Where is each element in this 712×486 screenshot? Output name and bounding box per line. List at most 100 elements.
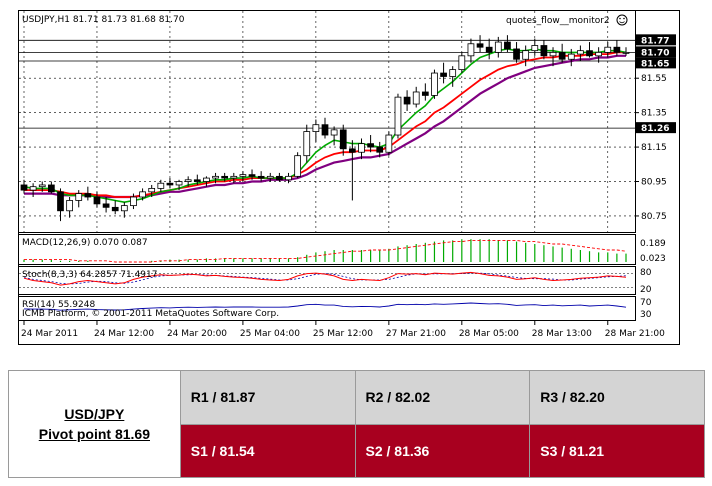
candle bbox=[385, 131, 393, 156]
resistance-row: USD/JPY Pivot point 81.69 R1 / 81.87 R2 … bbox=[8, 370, 705, 478]
candle-bull bbox=[157, 182, 165, 189]
candle-bear bbox=[586, 50, 593, 57]
price-tick-label: 80.75 bbox=[641, 212, 667, 222]
stoch-tick-80: 80 bbox=[640, 268, 652, 278]
price-level-badge: 81.65 bbox=[636, 57, 676, 69]
candle bbox=[440, 62, 447, 84]
candle-bull bbox=[567, 53, 575, 60]
pair-cell: USD/JPY Pivot point 81.69 bbox=[8, 370, 181, 478]
candle bbox=[348, 140, 356, 201]
candle-bear bbox=[339, 129, 347, 150]
candle bbox=[157, 179, 165, 192]
candle-bear bbox=[504, 41, 511, 50]
candle bbox=[130, 193, 137, 210]
candle bbox=[577, 45, 584, 61]
stoch-main-line bbox=[23, 271, 627, 286]
candle bbox=[431, 69, 438, 99]
rsi-panel bbox=[18, 296, 636, 321]
candle bbox=[120, 202, 128, 218]
candle bbox=[93, 191, 101, 208]
candle bbox=[212, 172, 219, 184]
r2-cell: R2 / 82.02 bbox=[354, 370, 531, 425]
time-axis: 24 Mar 2011 24 Mar 12:00 24 Mar 20:00 25 Ma… bbox=[21, 321, 665, 339]
candle bbox=[111, 200, 119, 215]
candle-bear bbox=[376, 146, 384, 153]
s2-cell: S2 / 81.36 bbox=[354, 423, 531, 478]
candle-bear bbox=[348, 148, 356, 153]
candle-bull bbox=[75, 193, 83, 201]
candle-bear bbox=[93, 196, 101, 205]
time-tick-label: 28 Mar 13:00 bbox=[532, 329, 592, 339]
candle bbox=[47, 181, 55, 194]
candle-bull bbox=[549, 51, 557, 57]
candle-bear bbox=[193, 179, 201, 182]
candle-bull bbox=[38, 184, 46, 188]
pivot-points-table: USD/JPY Pivot point 81.69 R1 / 81.87 R2 … bbox=[8, 370, 705, 478]
candle-bull bbox=[577, 50, 584, 55]
candle-bull bbox=[303, 131, 311, 157]
r3-cell: R3 / 82.20 bbox=[529, 370, 705, 425]
candle-bear bbox=[248, 174, 256, 177]
candle bbox=[193, 174, 201, 185]
stoch-panel bbox=[18, 266, 636, 295]
candle-bear bbox=[558, 51, 566, 60]
candle bbox=[513, 42, 520, 63]
candle-bull bbox=[531, 45, 539, 52]
price-level-bg bbox=[636, 46, 676, 58]
candle bbox=[504, 35, 511, 53]
candle bbox=[613, 40, 621, 56]
candle bbox=[567, 48, 575, 67]
candle-bull bbox=[130, 196, 137, 207]
candle-bull bbox=[175, 181, 183, 186]
price-tick-label: 81.35 bbox=[641, 109, 667, 119]
stoch-label: Stoch(8,3,3) 64.2857 71.4917 bbox=[22, 270, 157, 280]
candle-bear bbox=[513, 48, 520, 60]
price-level-badge: 81.26 bbox=[636, 122, 676, 134]
price-tick-label: 80.95 bbox=[641, 178, 667, 188]
candle bbox=[476, 35, 484, 53]
candle bbox=[221, 172, 229, 182]
candle-bear bbox=[221, 175, 229, 179]
candle bbox=[102, 197, 110, 213]
time-tick-label: 25 Mar 12:00 bbox=[313, 329, 373, 339]
price-level-bg bbox=[636, 57, 676, 69]
candle-bull bbox=[330, 129, 338, 136]
candle-bear bbox=[47, 184, 55, 193]
candle-bear bbox=[166, 182, 174, 186]
candle-bear bbox=[421, 91, 429, 96]
candle-bull bbox=[294, 155, 302, 177]
stoch-tick-20: 20 bbox=[640, 285, 652, 295]
candle-bull bbox=[449, 69, 457, 77]
trading-chart-window: 81.55 81.35 81.15 80.95 80.75 81.77 81.70 81.65… bbox=[18, 10, 680, 345]
candle bbox=[66, 197, 73, 218]
candle-bull bbox=[394, 96, 402, 136]
stoch-series bbox=[19, 271, 635, 288]
candle bbox=[586, 42, 593, 58]
price-level-bg bbox=[636, 122, 676, 134]
candle bbox=[540, 40, 548, 60]
rsi-line bbox=[23, 302, 627, 311]
pivot-point: Pivot point 81.69 bbox=[38, 426, 150, 442]
support-row: S1 / 81.54 S2 / 81.36 S3 / 81.21 bbox=[9, 423, 705, 478]
candle bbox=[175, 179, 183, 191]
r1-cell: R1 / 81.87 bbox=[179, 370, 356, 425]
candle-bull bbox=[148, 187, 156, 193]
rsi-tick-70: 70 bbox=[640, 298, 652, 308]
candle bbox=[522, 45, 530, 67]
candle bbox=[531, 38, 539, 56]
indicator-smile-icon bbox=[616, 14, 628, 26]
macd-tick-bottom: 0.023 bbox=[640, 254, 666, 264]
candle-bear bbox=[476, 43, 484, 48]
candle bbox=[549, 47, 557, 67]
price-tick-label: 81.55 bbox=[641, 74, 667, 84]
candle-bull bbox=[522, 50, 530, 60]
candle bbox=[203, 176, 210, 187]
candle-bear bbox=[440, 72, 447, 77]
time-tick-label: 24 Mar 20:00 bbox=[167, 329, 227, 339]
candle-bull bbox=[467, 43, 475, 57]
time-tick-label: 24 Mar 2011 bbox=[21, 329, 78, 339]
candle bbox=[285, 172, 292, 184]
copyright-text: ICMB Platform, © 2001-2011 MetaQuotes So… bbox=[22, 309, 279, 319]
candle bbox=[485, 38, 493, 60]
candle bbox=[595, 47, 603, 63]
